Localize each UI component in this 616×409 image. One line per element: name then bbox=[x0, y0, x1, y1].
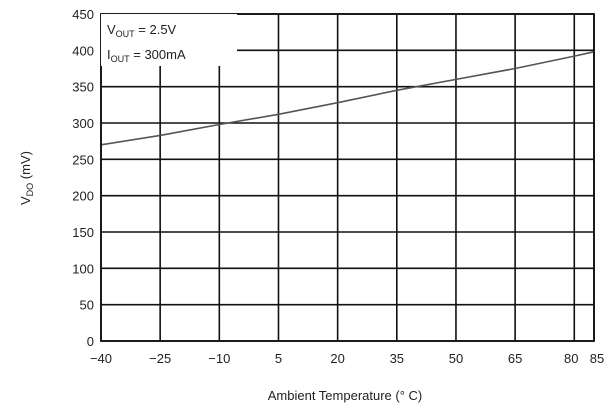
x-tick-label: 80 bbox=[564, 351, 578, 366]
series-line bbox=[100, 51, 595, 146]
y-tick-labels: 0 50 100 150 200 250 300 350 400 450 bbox=[72, 7, 94, 349]
x-tick-label: 5 bbox=[275, 351, 282, 366]
plot-border bbox=[100, 13, 595, 342]
y-tick-label: 250 bbox=[72, 152, 94, 167]
y-tick-label: 400 bbox=[72, 43, 94, 58]
x-tick-labels: −40 −25 −10 5 20 35 50 65 80 85 bbox=[90, 351, 604, 366]
y-tick-label: 150 bbox=[72, 225, 94, 240]
x-tick-label: 35 bbox=[390, 351, 404, 366]
x-tick-label: 20 bbox=[330, 351, 344, 366]
y-tick-label: 350 bbox=[72, 80, 94, 95]
x-tick-label: 65 bbox=[508, 351, 522, 366]
annotation-box bbox=[101, 14, 237, 66]
y-tick-label: 300 bbox=[72, 116, 94, 131]
y-tick-label: 0 bbox=[87, 334, 94, 349]
x-axis-title: Ambient Temperature (° C) bbox=[268, 388, 423, 403]
annotation-vout: VOUT = 2.5V bbox=[107, 22, 177, 39]
y-tick-label: 450 bbox=[72, 7, 94, 22]
annotation-iout: IOUT = 300mA bbox=[107, 47, 186, 64]
y-tick-label: 100 bbox=[72, 261, 94, 276]
y-tick-label: 200 bbox=[72, 189, 94, 204]
plot-frame bbox=[100, 13, 595, 342]
x-tick-label: −10 bbox=[208, 351, 230, 366]
x-tick-label: −25 bbox=[149, 351, 171, 366]
x-tick-label: 50 bbox=[449, 351, 463, 366]
x-tick-label: −40 bbox=[90, 351, 112, 366]
y-axis-title: VDO (mV) bbox=[18, 151, 35, 205]
y-tick-label: 50 bbox=[80, 298, 94, 313]
series-layer bbox=[100, 51, 595, 146]
x-tick-label: 85 bbox=[590, 351, 604, 366]
